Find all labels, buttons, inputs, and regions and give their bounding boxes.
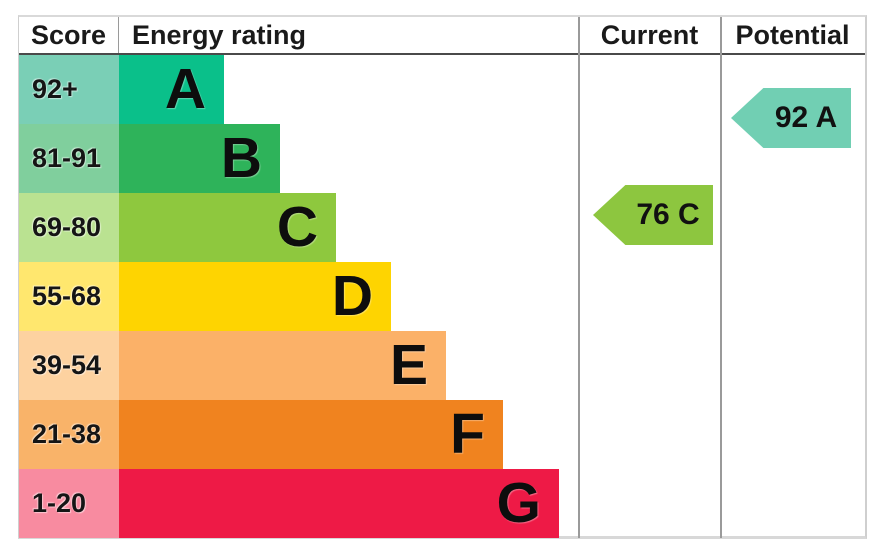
header-current: Current bbox=[600, 20, 699, 50]
score-range-cell: 92+ bbox=[19, 55, 119, 124]
current-rating-label: 76 C bbox=[636, 198, 700, 231]
band-row-c: 69-80 C bbox=[19, 193, 865, 262]
band-letter: E bbox=[389, 333, 428, 397]
score-range-cell: 21-38 bbox=[19, 400, 119, 469]
rating-bar: D bbox=[119, 262, 391, 331]
band-row-d: 55-68 D bbox=[19, 262, 865, 331]
potential-rating-label: 92 A bbox=[774, 101, 838, 134]
band-row-a: 92+ A bbox=[19, 55, 865, 124]
header-potential: Potential bbox=[735, 20, 850, 50]
rating-bar: A bbox=[119, 55, 224, 124]
band-row-f: 21-38 F bbox=[19, 400, 865, 469]
band-row-b: 81-91 B bbox=[19, 124, 865, 193]
chart-header-row: Score Energy rating Current Potential bbox=[19, 17, 865, 55]
band-letter: C bbox=[276, 195, 318, 259]
band-letter: D bbox=[331, 264, 373, 328]
current-column-divider bbox=[578, 17, 580, 538]
potential-column-divider bbox=[720, 17, 722, 538]
rating-bar: G bbox=[119, 469, 559, 538]
score-range-cell: 69-80 bbox=[19, 193, 119, 262]
band-letter: B bbox=[220, 126, 262, 190]
score-range-cell: 55-68 bbox=[19, 262, 119, 331]
score-range-cell: 81-91 bbox=[19, 124, 119, 193]
rating-bar: C bbox=[119, 193, 336, 262]
band-rows-area: 92+ A 81-91 B 69-80 C 55-68 D 39-54 E 21… bbox=[19, 55, 865, 538]
rating-bar: F bbox=[119, 400, 503, 469]
band-letter: F bbox=[450, 402, 485, 466]
score-range-cell: 1-20 bbox=[19, 469, 119, 538]
header-score: Score bbox=[19, 17, 119, 53]
header-energy-rating: Energy rating bbox=[132, 20, 307, 50]
rating-bar: B bbox=[119, 124, 280, 193]
band-letter: A bbox=[164, 57, 206, 121]
band-letter: G bbox=[496, 471, 541, 535]
band-row-e: 39-54 E bbox=[19, 331, 865, 400]
band-row-g: 1-20 G bbox=[19, 469, 865, 538]
score-range-cell: 39-54 bbox=[19, 331, 119, 400]
epc-rating-chart: Score Energy rating Current Potential 92… bbox=[18, 15, 867, 539]
rating-bar: E bbox=[119, 331, 446, 400]
